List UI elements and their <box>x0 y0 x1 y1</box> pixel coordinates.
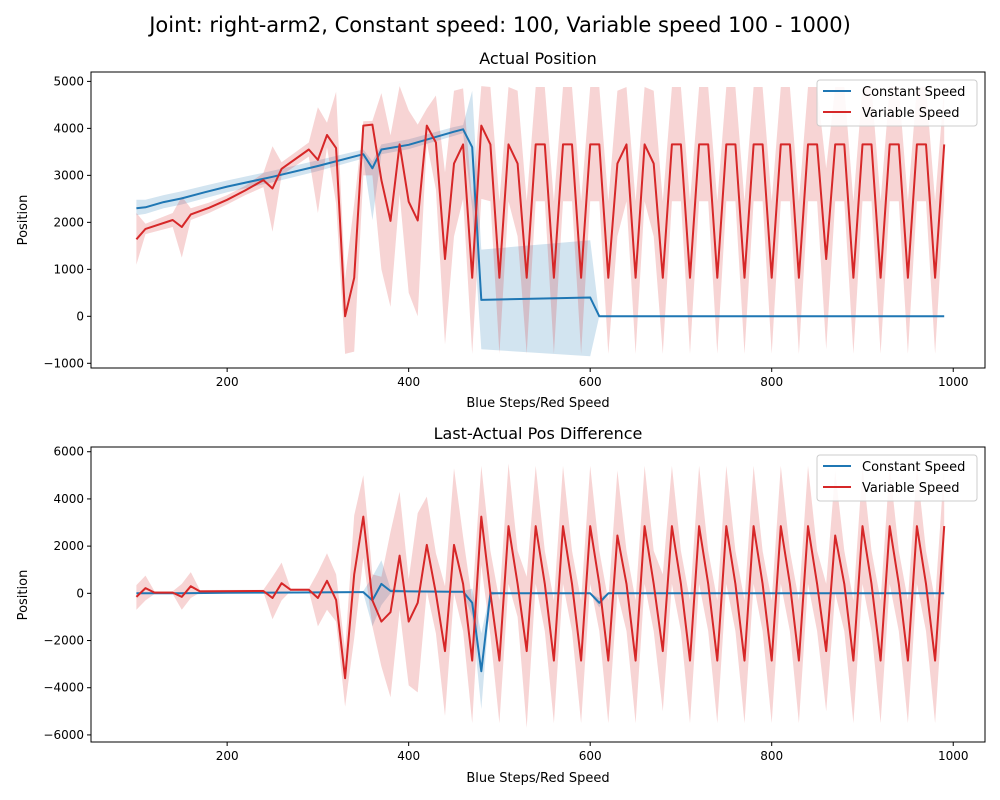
band-variable-speed <box>136 86 945 354</box>
legend-box <box>816 79 978 127</box>
plot-area-pos-difference: 200 400 600 800 1000 −6000 −4000 −2000 0 2000 4000… <box>43 445 968 763</box>
axes-frame <box>90 71 986 369</box>
x-tick-label: 1000 <box>938 375 969 389</box>
x-tick-label: 200 <box>216 375 239 389</box>
x-axis-label: Blue Steps/Red Speed <box>466 771 609 786</box>
x-axis-label: Blue Steps/Red Speed <box>466 396 609 411</box>
band-variable-speed <box>136 463 945 728</box>
chart-title: Actual Position <box>479 49 597 68</box>
legend-label-variable-speed: Variable Speed <box>862 481 960 496</box>
y-tick-label: 1000 <box>53 262 84 276</box>
y-tick-label: −1000 <box>43 356 84 370</box>
y-tick-label: 2000 <box>53 539 84 553</box>
x-tick-label: 400 <box>397 749 420 763</box>
y-tick-label: 4000 <box>53 121 84 135</box>
y-tick-label: 2000 <box>53 215 84 229</box>
y-tick-label: 3000 <box>53 168 84 182</box>
x-tick-label: 800 <box>760 749 783 763</box>
legend-label-constant-speed: Constant Speed <box>862 85 965 100</box>
y-tick-label: 4000 <box>53 492 84 506</box>
plot-area-actual-position: 200 400 600 800 1000 −1000 0 1000 2000 3000 4000 50… <box>43 74 968 389</box>
y-axis-label: Position <box>16 195 31 246</box>
x-tick-label: 600 <box>579 749 602 763</box>
y-tick-label: 0 <box>76 586 84 600</box>
series-line-variable-speed <box>135 515 946 680</box>
band-constant-speed <box>136 90 945 357</box>
legend-box <box>816 454 978 502</box>
y-tick-label: −4000 <box>43 681 84 695</box>
y-tick-label: 0 <box>76 309 84 323</box>
y-tick-label: −2000 <box>43 634 84 648</box>
series-line-constant-speed <box>136 128 945 318</box>
legend: Constant Speed Variable Speed <box>816 79 978 127</box>
y-tick-label: 5000 <box>53 74 84 88</box>
x-tick-label: 600 <box>579 375 602 389</box>
chart-title: Last-Actual Pos Difference <box>434 424 643 443</box>
x-tick-label: 200 <box>216 749 239 763</box>
x-tick-label: 400 <box>397 375 420 389</box>
subplot-pos-difference: Last-Actual Pos Difference 200 400 600 800 1… <box>16 424 986 786</box>
legend-label-variable-speed: Variable Speed <box>862 106 960 121</box>
legend: Constant Speed Variable Speed <box>816 454 978 502</box>
figure-suptitle: Joint: right-arm2, Constant speed: 100, … <box>147 13 851 37</box>
y-tick-label: 6000 <box>53 445 84 459</box>
legend-label-constant-speed: Constant Speed <box>862 460 965 475</box>
y-tick-label: −6000 <box>43 728 84 742</box>
y-axis-label: Position <box>16 570 31 621</box>
series-line-variable-speed <box>135 123 946 318</box>
subplot-actual-position: Actual Position 200 400 600 800 1000 −1000 0 10… <box>16 49 986 411</box>
x-tick-label: 1000 <box>938 749 969 763</box>
axes-frame <box>90 446 986 743</box>
x-tick-label: 800 <box>760 375 783 389</box>
